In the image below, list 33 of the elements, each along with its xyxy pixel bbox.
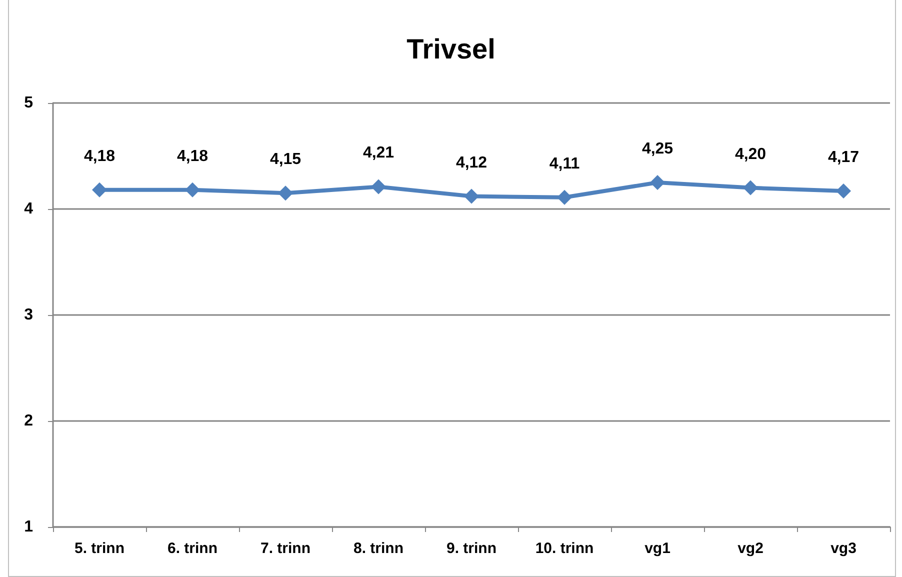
- point: [650, 175, 665, 190]
- y-tick-label: 3: [24, 306, 34, 324]
- data-label: 4,17: [828, 148, 860, 166]
- point: [743, 180, 758, 196]
- data-label: 4,18: [84, 148, 116, 165]
- point: [185, 182, 200, 198]
- data-label: 4,20: [734, 146, 766, 163]
- data-label: 4,25: [642, 140, 674, 158]
- point: [371, 179, 386, 194]
- y-tick-label: 1: [24, 518, 34, 536]
- x-tick-label: vg2: [738, 540, 764, 557]
- x-tick-label: 10. trinn: [535, 540, 594, 557]
- x-tick-label: 9. trinn: [446, 540, 497, 557]
- data-label: 4,18: [176, 148, 208, 165]
- y-tick-label: 5: [24, 94, 34, 112]
- data-label: 4,12: [456, 154, 488, 172]
- y-tick-label: 2: [24, 412, 34, 430]
- point: [836, 183, 851, 198]
- x-tick-label: 6. trinn: [167, 540, 218, 557]
- y-tick-label: 4: [24, 200, 34, 218]
- x-tick-label: vg3: [830, 540, 856, 557]
- point: [278, 186, 293, 201]
- data-label: 4,15: [270, 151, 302, 168]
- data-label: 4,11: [549, 155, 580, 172]
- x-tick-label: 5. trinn: [74, 540, 125, 557]
- point: [92, 182, 107, 198]
- x-tick-label: vg1: [644, 540, 670, 557]
- point: [557, 190, 572, 205]
- x-tick-label: 8. trinn: [353, 540, 404, 557]
- chart-title: Trivsel: [406, 34, 496, 64]
- x-tick-label: 7. trinn: [260, 540, 311, 557]
- point: [464, 188, 479, 204]
- data-label: 4,21: [362, 144, 394, 162]
